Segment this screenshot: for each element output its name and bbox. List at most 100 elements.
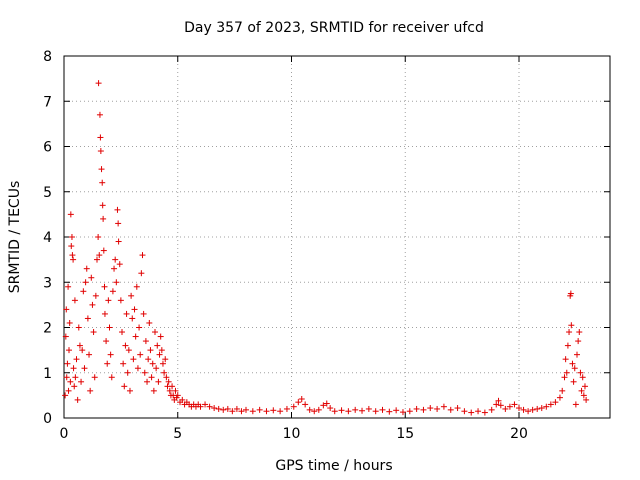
data-point bbox=[104, 360, 111, 367]
data-point bbox=[233, 405, 240, 412]
data-point bbox=[197, 403, 204, 410]
data-point bbox=[99, 179, 106, 186]
data-point bbox=[70, 256, 77, 263]
data-point bbox=[295, 399, 302, 406]
data-point bbox=[211, 405, 218, 412]
data-point bbox=[88, 274, 95, 281]
data-point bbox=[124, 369, 131, 376]
data-point bbox=[76, 342, 83, 349]
data-point bbox=[146, 319, 153, 326]
data-point bbox=[511, 401, 518, 408]
data-point bbox=[137, 351, 144, 358]
data-point bbox=[352, 406, 359, 413]
data-point bbox=[488, 406, 495, 413]
data-point bbox=[123, 310, 130, 317]
data-point bbox=[155, 378, 162, 385]
x-axis-title: GPS time / hours bbox=[275, 458, 392, 474]
data-point bbox=[413, 405, 420, 412]
data-point bbox=[547, 401, 554, 408]
data-point bbox=[345, 408, 352, 415]
data-point bbox=[575, 338, 582, 345]
data-point bbox=[96, 111, 103, 118]
data-point bbox=[538, 405, 545, 412]
data-point bbox=[90, 329, 97, 336]
data-point bbox=[66, 319, 73, 326]
axis-ticks: 0 5 10 15 20 0 1 2 3 4 5 6 7 8 bbox=[43, 49, 610, 442]
data-point bbox=[574, 351, 581, 358]
data-point bbox=[95, 234, 102, 240]
grid bbox=[64, 56, 610, 418]
data-point bbox=[98, 166, 105, 173]
data-point bbox=[434, 405, 441, 412]
data-point bbox=[372, 408, 379, 415]
data-point bbox=[564, 342, 571, 349]
data-point bbox=[103, 338, 110, 345]
data-point bbox=[570, 378, 577, 385]
data-point bbox=[71, 383, 78, 390]
data-point bbox=[399, 409, 406, 416]
data-point bbox=[91, 374, 98, 381]
data-point bbox=[139, 252, 146, 259]
data-point bbox=[206, 403, 213, 410]
data-point bbox=[138, 270, 145, 277]
data-point bbox=[577, 369, 584, 376]
data-point bbox=[65, 283, 72, 290]
data-point bbox=[440, 403, 447, 410]
data-point bbox=[68, 234, 75, 240]
x-tick-label: 0 bbox=[60, 426, 69, 442]
y-tick-label: 4 bbox=[43, 230, 52, 246]
data-point bbox=[153, 365, 160, 372]
data-point bbox=[78, 378, 85, 385]
data-point bbox=[365, 405, 372, 412]
data-point bbox=[447, 406, 454, 413]
data-point bbox=[86, 351, 93, 358]
data-point bbox=[136, 324, 143, 331]
data-point bbox=[101, 283, 108, 290]
data-point bbox=[128, 292, 135, 299]
data-point bbox=[298, 395, 305, 402]
data-point bbox=[520, 406, 527, 413]
data-point bbox=[566, 329, 573, 336]
data-point bbox=[113, 279, 120, 286]
data-point bbox=[80, 288, 87, 295]
data-point bbox=[454, 405, 461, 412]
data-point bbox=[69, 252, 76, 259]
data-point bbox=[243, 406, 249, 413]
data-point bbox=[150, 387, 157, 394]
data-point bbox=[495, 397, 502, 404]
data-point bbox=[256, 406, 263, 413]
data-point bbox=[93, 256, 100, 263]
data-point bbox=[64, 360, 71, 367]
data-point bbox=[583, 396, 590, 403]
y-tick-label: 0 bbox=[43, 411, 52, 427]
data-point bbox=[162, 356, 169, 363]
data-point bbox=[169, 383, 176, 390]
x-tick-label: 10 bbox=[283, 426, 301, 442]
data-point bbox=[493, 401, 500, 408]
data-point bbox=[129, 315, 136, 322]
data-point bbox=[161, 369, 168, 376]
data-point bbox=[302, 401, 309, 408]
data-point bbox=[556, 394, 563, 401]
data-point bbox=[63, 374, 70, 381]
data-point bbox=[122, 342, 129, 349]
data-point bbox=[578, 387, 585, 394]
data-point bbox=[152, 329, 158, 336]
data-point bbox=[568, 322, 575, 329]
data-point bbox=[315, 406, 322, 413]
data-point bbox=[106, 324, 113, 331]
data-point bbox=[386, 408, 393, 415]
data-point bbox=[427, 405, 434, 412]
data-point bbox=[66, 347, 73, 354]
data-point bbox=[420, 406, 427, 413]
data-point bbox=[112, 256, 119, 263]
data-point bbox=[154, 342, 161, 349]
chart-title: Day 357 of 2023, SRMTID for receiver ufc… bbox=[184, 20, 484, 36]
data-point bbox=[95, 80, 102, 87]
data-point bbox=[71, 297, 78, 304]
data-point bbox=[277, 408, 284, 415]
data-point bbox=[359, 407, 366, 414]
data-point bbox=[158, 347, 165, 354]
data-point bbox=[166, 387, 173, 394]
data-point bbox=[172, 387, 179, 394]
